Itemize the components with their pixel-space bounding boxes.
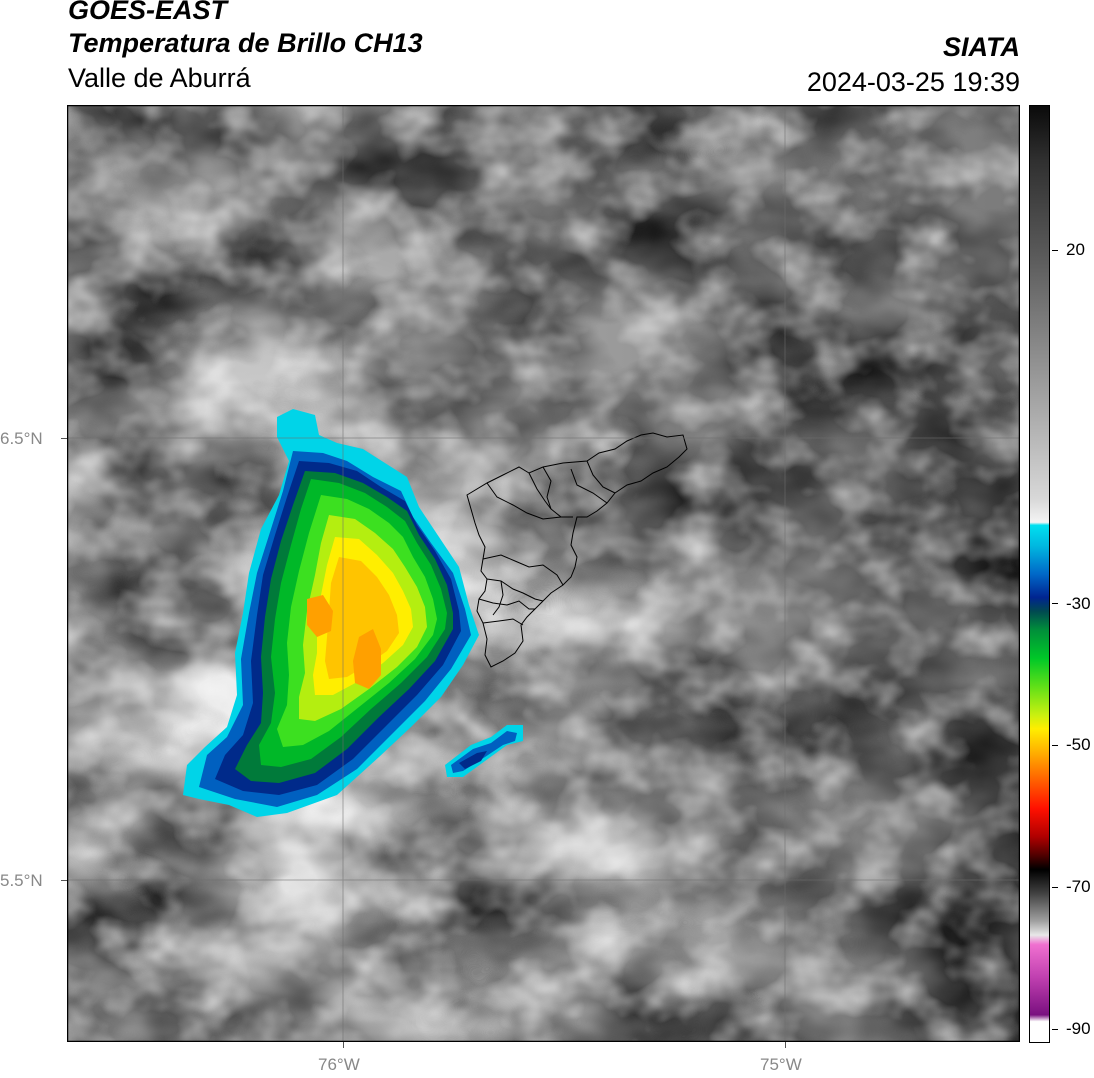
region-name: Valle de Aburrá bbox=[68, 63, 251, 93]
x-tick-75w bbox=[785, 1042, 786, 1048]
x-axis-label-75w: 75°W bbox=[760, 1055, 802, 1074]
map-frame bbox=[67, 105, 1020, 1042]
x-tick-76w bbox=[343, 1042, 344, 1048]
y-tick-6-5n bbox=[61, 438, 67, 439]
colorbar-label-minus90: -90 bbox=[1066, 1019, 1091, 1038]
colorbar-tick-minus90 bbox=[1052, 1029, 1058, 1030]
colorbar-tick-minus70 bbox=[1052, 887, 1058, 888]
title-block: GOES-EAST Temperatura de Brillo CH13 Val… bbox=[68, 0, 423, 96]
municipal-boundaries bbox=[466, 432, 688, 668]
colorbar-label-20: 20 bbox=[1066, 240, 1085, 259]
temperature-colorbar bbox=[1029, 105, 1050, 1043]
satellite-name: GOES-EAST bbox=[68, 0, 228, 25]
colorbar-label-minus30: -30 bbox=[1066, 594, 1091, 613]
product-title: Temperatura de Brillo CH13 bbox=[68, 28, 423, 58]
map-graticule bbox=[67, 105, 1020, 1042]
storm-cloud-cluster bbox=[183, 409, 479, 817]
colorbar-tick-20 bbox=[1052, 250, 1058, 251]
colorbar-tick-minus30 bbox=[1052, 603, 1058, 604]
colorbar-label-minus70: -70 bbox=[1066, 877, 1091, 896]
image-datetime: 2024-03-25 19:39 bbox=[806, 67, 1020, 97]
y-axis-label-5-5n: 5.5°N bbox=[0, 871, 43, 890]
small-storm-cell bbox=[445, 725, 523, 777]
brightness-temperature-map[interactable] bbox=[67, 105, 1020, 1042]
colorbar-tick-minus50 bbox=[1052, 745, 1058, 746]
source-block: SIATA 2024-03-25 19:39 bbox=[807, 30, 1020, 100]
organization-name: SIATA bbox=[943, 32, 1020, 62]
y-axis-label-6-5n: 6.5°N bbox=[0, 429, 43, 448]
colorbar-label-minus50: -50 bbox=[1066, 735, 1091, 754]
x-axis-label-76w: 76°W bbox=[318, 1055, 360, 1074]
y-tick-5-5n bbox=[61, 880, 67, 881]
